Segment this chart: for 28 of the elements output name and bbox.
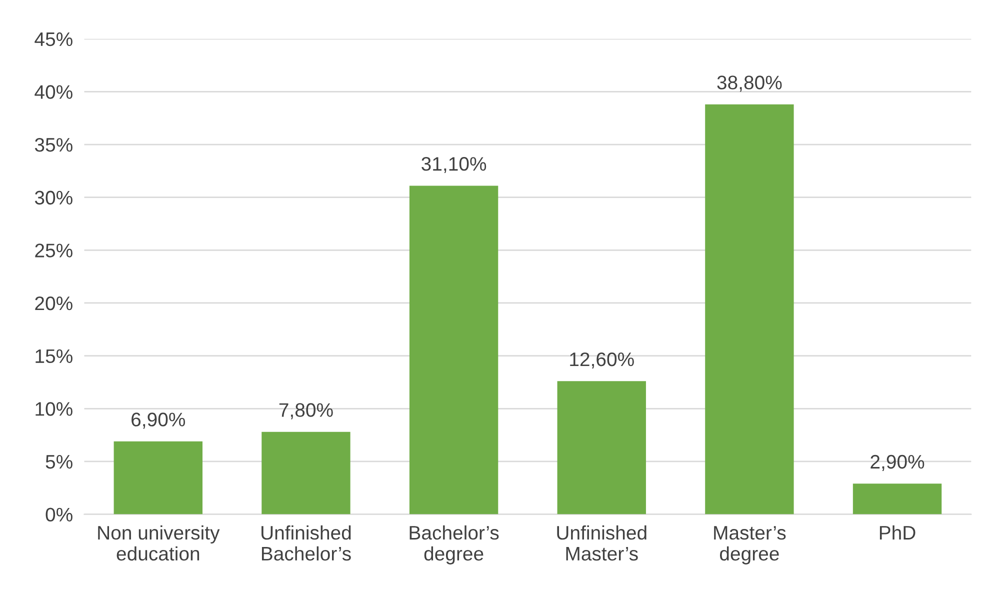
- x-tick-label: PhD: [880, 525, 916, 540]
- data-label: 38,80%: [717, 76, 782, 92]
- y-tick-label: 0%: [46, 508, 72, 522]
- y-tick-label: 15%: [36, 349, 72, 364]
- data-label: 7,80%: [279, 403, 333, 420]
- data-label: 6,90%: [132, 412, 186, 429]
- x-tick-label: Bachelor’s degree: [410, 525, 499, 564]
- x-tick-label: Non university education: [98, 525, 220, 561]
- data-label: 12,60%: [570, 352, 634, 369]
- bar: [557, 381, 646, 514]
- data-label: 2,90%: [870, 454, 924, 471]
- y-tick-label: 5%: [46, 455, 72, 469]
- bar: [409, 186, 498, 514]
- x-tick-label: Unfinished Bachelor’s: [262, 525, 351, 561]
- bar: [262, 432, 350, 514]
- x-tick-label: Unfinished Master’s: [557, 525, 646, 561]
- y-tick-label: 25%: [35, 244, 72, 258]
- bar: [114, 441, 202, 514]
- y-tick-label: 40%: [34, 85, 72, 99]
- x-tick-label: Master’s degree: [714, 526, 786, 564]
- y-tick-label: 10%: [36, 402, 72, 416]
- y-tick-label: 45%: [34, 32, 72, 46]
- y-tick-label: 30%: [34, 190, 72, 205]
- y-tick-label: 20%: [35, 296, 72, 310]
- data-label: 31,10%: [422, 156, 486, 174]
- y-tick-label: 35%: [34, 138, 72, 152]
- bar: [852, 484, 942, 514]
- bar: [705, 104, 794, 514]
